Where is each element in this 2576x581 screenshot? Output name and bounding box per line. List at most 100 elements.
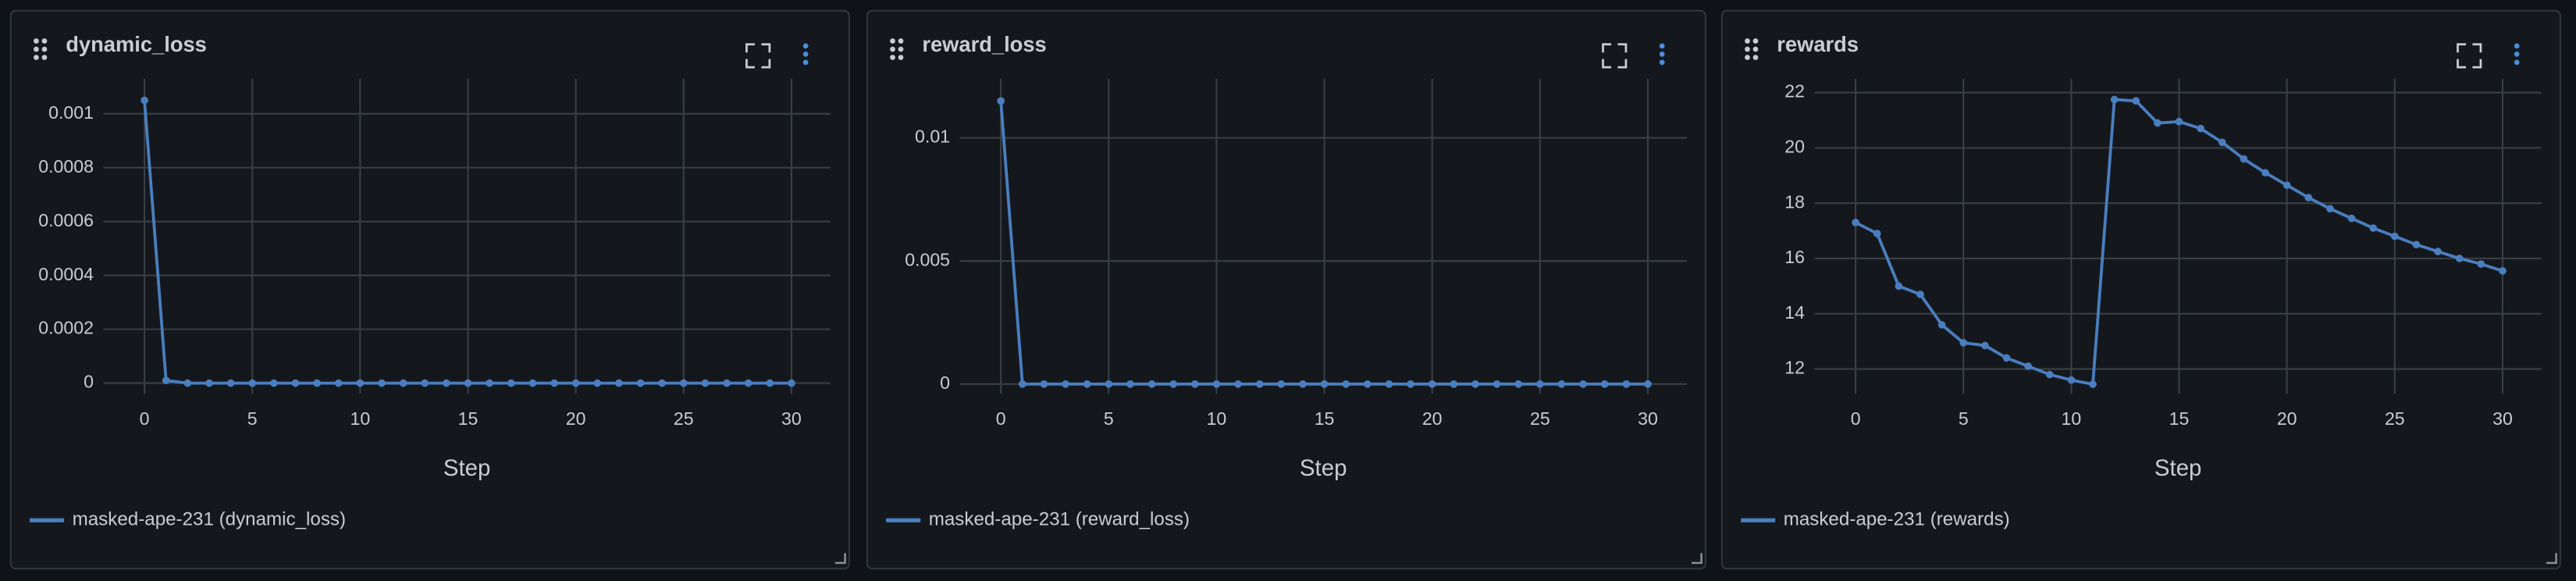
x-tick-label: 0: [1851, 408, 1861, 429]
data-point: [248, 379, 257, 387]
data-point: [356, 379, 365, 387]
expand-button[interactable]: [2457, 43, 2482, 69]
data-point: [1959, 339, 1968, 347]
menu-button[interactable]: [1659, 51, 1665, 57]
data-point: [2154, 119, 2161, 127]
chart-panel: dynamic_loss 0 0.0002 0.0004 0.0006 0.0008 0.0…: [9, 9, 850, 570]
x-tick-label: 20: [566, 408, 586, 429]
data-point: [744, 379, 753, 387]
menu-button[interactable]: [2514, 59, 2520, 66]
menu-button[interactable]: [1659, 43, 1665, 49]
x-tick-label: 25: [1530, 408, 1550, 429]
y-tick-label: 0.001: [48, 102, 94, 123]
data-point: [1299, 380, 1307, 388]
data-point: [1514, 380, 1523, 388]
data-point: [1212, 380, 1221, 388]
x-tick-label: 30: [1638, 408, 1658, 429]
menu-button[interactable]: [2514, 43, 2520, 49]
x-tick-label: 0: [140, 408, 150, 429]
data-point: [2175, 117, 2183, 126]
data-point: [1916, 290, 1924, 298]
data-point: [1320, 380, 1329, 388]
resize-handle[interactable]: [1692, 553, 1703, 565]
y-tick-label: 0.0002: [38, 318, 94, 338]
data-point: [1981, 341, 1989, 350]
y-tick-label: 0.0008: [38, 156, 94, 176]
data-point: [1147, 380, 1156, 388]
data-point: [1040, 380, 1048, 388]
drag-dot: [898, 46, 904, 52]
data-point: [2089, 380, 2097, 388]
chart-panel: rewards 12 14 16 18 20 22 0 5 10 15 20 25 30 Step maske…: [1720, 9, 2561, 570]
data-point: [2326, 205, 2334, 213]
data-point: [1018, 380, 1026, 388]
x-tick-label: 10: [350, 408, 370, 429]
drag-dot: [41, 46, 48, 52]
x-axis-label: Step: [1300, 455, 1347, 481]
data-point: [1579, 380, 1587, 388]
data-point: [205, 379, 213, 387]
data-point: [723, 379, 731, 387]
data-point: [679, 379, 688, 387]
x-tick-label: 30: [2492, 408, 2513, 429]
data-point: [2067, 376, 2076, 384]
data-point: [2304, 194, 2313, 201]
data-point: [2434, 248, 2442, 255]
menu-button[interactable]: [802, 43, 809, 49]
chart-panel: reward_loss 0 0.005 0.01 0 5 10 15 20 25 30 Step mas…: [866, 9, 1706, 570]
chart-title: reward_loss: [922, 32, 1046, 56]
menu-button[interactable]: [802, 51, 809, 57]
drag-dot: [34, 55, 39, 60]
y-tick-label: 0.0006: [38, 210, 94, 230]
panel-background: [1720, 9, 2561, 570]
chart-title: rewards: [1777, 32, 1859, 56]
expand-button[interactable]: [745, 43, 771, 69]
data-point: [1895, 282, 1903, 290]
drag-dot: [34, 38, 39, 44]
drag-dot: [1745, 46, 1750, 52]
panel-background: [866, 9, 1706, 570]
data-point: [141, 96, 148, 105]
drag-dot: [890, 38, 895, 44]
data-point: [1852, 219, 1859, 226]
x-tick-label: 5: [1959, 408, 1969, 429]
data-point: [2110, 95, 2119, 104]
data-point: [766, 379, 774, 387]
data-point: [1873, 230, 1881, 237]
data-point: [2455, 255, 2464, 262]
data-point: [1407, 380, 1414, 388]
data-point: [464, 379, 472, 387]
data-point: [1363, 380, 1372, 388]
data-point: [571, 379, 580, 387]
y-tick-label: 0.01: [915, 127, 950, 147]
resize-handle[interactable]: [834, 553, 846, 565]
data-point: [788, 379, 795, 387]
data-point: [291, 379, 300, 387]
menu-button[interactable]: [1659, 59, 1665, 66]
menu-button[interactable]: [802, 59, 809, 66]
y-tick-label: 16: [1784, 247, 1805, 267]
data-point: [1471, 380, 1479, 388]
data-point: [1493, 380, 1501, 388]
expand-button[interactable]: [1602, 43, 1628, 69]
x-axis-label: Step: [2154, 455, 2202, 481]
resize-handle[interactable]: [2546, 553, 2557, 565]
data-point: [226, 379, 235, 387]
data-point: [1062, 380, 1069, 388]
data-point: [421, 379, 429, 387]
menu-button[interactable]: [2514, 51, 2520, 57]
x-tick-label: 15: [458, 408, 479, 429]
y-tick-label: 22: [1784, 81, 1805, 102]
data-point: [1428, 380, 1436, 388]
data-point: [2412, 241, 2421, 249]
y-tick-label: 0: [940, 372, 950, 393]
data-point: [593, 379, 602, 387]
data-point: [443, 379, 450, 387]
data-point: [658, 379, 666, 387]
data-point: [1450, 380, 1458, 388]
data-point: [615, 379, 623, 387]
drag-dot: [898, 55, 904, 60]
x-tick-label: 0: [996, 408, 1006, 429]
y-tick-label: 0: [84, 372, 94, 392]
